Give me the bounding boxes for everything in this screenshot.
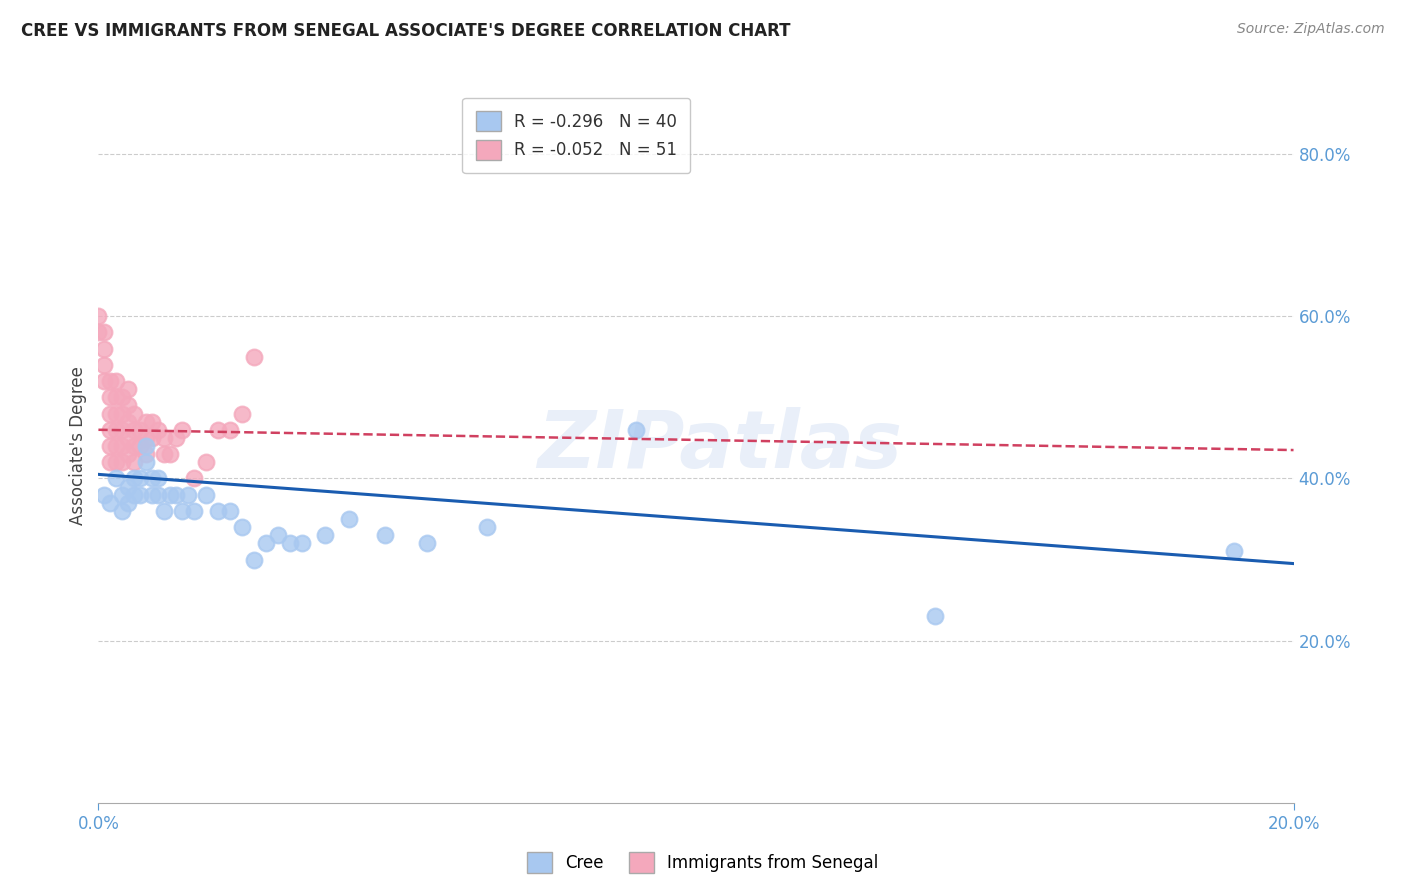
Point bbox=[135, 455, 157, 469]
Point bbox=[129, 488, 152, 502]
Point bbox=[135, 439, 157, 453]
Point bbox=[183, 504, 205, 518]
Point bbox=[111, 504, 134, 518]
Point bbox=[93, 326, 115, 340]
Point bbox=[129, 439, 152, 453]
Point bbox=[416, 536, 439, 550]
Point bbox=[153, 431, 176, 445]
Point bbox=[165, 431, 187, 445]
Point bbox=[231, 407, 253, 421]
Point bbox=[374, 528, 396, 542]
Point bbox=[87, 310, 110, 324]
Point bbox=[291, 536, 314, 550]
Point bbox=[231, 520, 253, 534]
Point bbox=[141, 415, 163, 429]
Point bbox=[183, 471, 205, 485]
Point bbox=[195, 488, 218, 502]
Point bbox=[243, 552, 266, 566]
Legend: Cree, Immigrants from Senegal: Cree, Immigrants from Senegal bbox=[520, 846, 886, 880]
Point bbox=[278, 536, 301, 550]
Point bbox=[129, 471, 152, 485]
Point bbox=[207, 504, 229, 518]
Point bbox=[93, 374, 115, 388]
Point bbox=[124, 439, 146, 453]
Point bbox=[135, 431, 157, 445]
Point bbox=[98, 439, 122, 453]
Point bbox=[117, 431, 139, 445]
Point bbox=[93, 342, 115, 356]
Point bbox=[111, 488, 134, 502]
Point bbox=[93, 358, 115, 372]
Point bbox=[339, 512, 361, 526]
Point bbox=[219, 504, 242, 518]
Point bbox=[87, 326, 110, 340]
Point bbox=[105, 455, 128, 469]
Point bbox=[111, 390, 134, 404]
Point bbox=[124, 407, 146, 421]
Point bbox=[129, 423, 152, 437]
Point bbox=[117, 447, 139, 461]
Point bbox=[117, 382, 139, 396]
Point bbox=[207, 423, 229, 437]
Point bbox=[124, 423, 146, 437]
Point bbox=[117, 415, 139, 429]
Point bbox=[153, 504, 176, 518]
Point bbox=[626, 423, 648, 437]
Point bbox=[172, 423, 194, 437]
Point bbox=[111, 439, 134, 453]
Point bbox=[98, 407, 122, 421]
Text: Source: ZipAtlas.com: Source: ZipAtlas.com bbox=[1237, 22, 1385, 37]
Point bbox=[165, 488, 187, 502]
Point bbox=[148, 423, 170, 437]
Point bbox=[267, 528, 290, 542]
Point bbox=[148, 488, 170, 502]
Point bbox=[105, 423, 128, 437]
Point bbox=[159, 447, 181, 461]
Point bbox=[141, 471, 163, 485]
Point bbox=[98, 374, 122, 388]
Point bbox=[141, 431, 163, 445]
Point bbox=[105, 439, 128, 453]
Text: ZIPatlas: ZIPatlas bbox=[537, 407, 903, 485]
Point bbox=[98, 455, 122, 469]
Point bbox=[243, 350, 266, 364]
Point bbox=[924, 609, 946, 624]
Point bbox=[148, 471, 170, 485]
Point bbox=[153, 447, 176, 461]
Legend: R = -0.296   N = 40, R = -0.052   N = 51: R = -0.296 N = 40, R = -0.052 N = 51 bbox=[463, 97, 690, 173]
Point bbox=[117, 496, 139, 510]
Point bbox=[172, 504, 194, 518]
Point bbox=[105, 374, 128, 388]
Point bbox=[93, 488, 115, 502]
Point bbox=[195, 455, 218, 469]
Point bbox=[98, 390, 122, 404]
Point bbox=[117, 399, 139, 413]
Point bbox=[124, 488, 146, 502]
Point bbox=[219, 423, 242, 437]
Point bbox=[141, 488, 163, 502]
Point bbox=[315, 528, 337, 542]
Point bbox=[117, 479, 139, 493]
Point bbox=[159, 488, 181, 502]
Point bbox=[105, 407, 128, 421]
Point bbox=[135, 447, 157, 461]
Point bbox=[1223, 544, 1246, 558]
Point bbox=[124, 455, 146, 469]
Point bbox=[475, 520, 498, 534]
Text: CREE VS IMMIGRANTS FROM SENEGAL ASSOCIATE'S DEGREE CORRELATION CHART: CREE VS IMMIGRANTS FROM SENEGAL ASSOCIAT… bbox=[21, 22, 790, 40]
Point bbox=[111, 423, 134, 437]
Point bbox=[98, 423, 122, 437]
Point bbox=[111, 455, 134, 469]
Point bbox=[111, 407, 134, 421]
Point bbox=[105, 390, 128, 404]
Point bbox=[135, 415, 157, 429]
Y-axis label: Associate's Degree: Associate's Degree bbox=[69, 367, 87, 525]
Point bbox=[105, 471, 128, 485]
Point bbox=[98, 496, 122, 510]
Point bbox=[177, 488, 200, 502]
Point bbox=[124, 471, 146, 485]
Point bbox=[254, 536, 277, 550]
